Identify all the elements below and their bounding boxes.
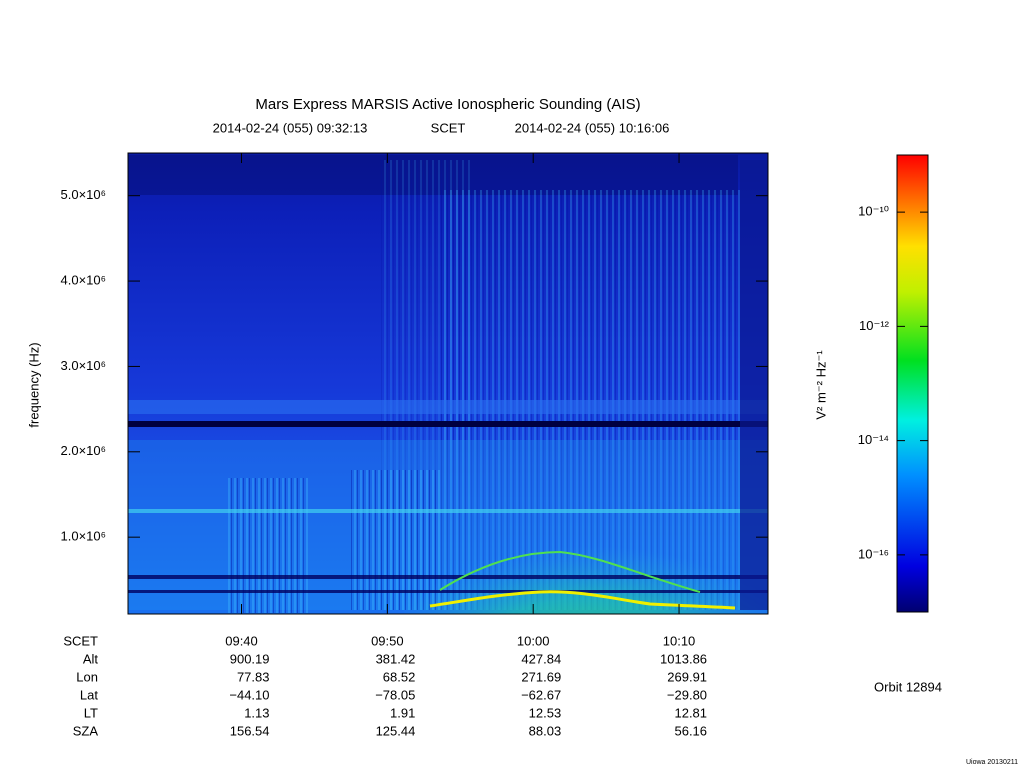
ephemeris-value: 77.83 <box>237 669 270 684</box>
ephemeris-value: 1.13 <box>244 705 269 720</box>
ephemeris-value: 1.91 <box>390 705 415 720</box>
colorbar-tick-label: 10⁻¹⁰ <box>858 204 889 219</box>
ephemeris-value: 88.03 <box>529 723 562 738</box>
plot-frame <box>127 152 769 615</box>
ephemeris-value: 12.53 <box>529 705 562 720</box>
ephemeris-value: −78.05 <box>375 687 415 702</box>
footer: Uiowa 20130211 <box>966 759 1018 766</box>
colorbar-label: V² m⁻² Hz⁻¹ <box>813 350 828 420</box>
y-tick-label: 1.0×10⁶ <box>61 529 106 544</box>
ephemeris-value: 427.84 <box>521 651 561 666</box>
x-tick-label: 10:10 <box>663 633 696 648</box>
ephemeris-value: −29.80 <box>667 687 707 702</box>
colorbar-tick-label: 10⁻¹⁶ <box>858 546 889 561</box>
ephemeris-value: −62.67 <box>521 687 561 702</box>
x-tick-label: 10:00 <box>517 633 550 648</box>
ephemeris-value: 125.44 <box>376 723 416 738</box>
end-time: 2014-02-24 (055) 10:16:06 <box>515 120 670 135</box>
ephemeris-label: SZA <box>73 723 99 738</box>
ephemeris-value: 12.81 <box>674 705 707 720</box>
chart-title: Mars Express MARSIS Active Ionospheric S… <box>255 96 640 113</box>
ephemeris-value: 56.16 <box>674 723 707 738</box>
colorbar <box>896 154 929 613</box>
ephemeris-value: 68.52 <box>383 669 416 684</box>
ephemeris-label: LT <box>84 705 98 720</box>
ephemeris-value: 900.19 <box>230 651 270 666</box>
ephemeris-value: 156.54 <box>230 723 270 738</box>
colorbar-tick-label: 10⁻¹² <box>859 318 890 333</box>
x-tick-label: 09:50 <box>371 633 404 648</box>
y-tick-label: 2.0×10⁶ <box>61 443 106 458</box>
ephemeris-label: Alt <box>83 651 99 666</box>
x-tick-label: 09:40 <box>225 633 258 648</box>
y-axis-label: frequency (Hz) <box>26 342 41 427</box>
colorbar-tick-label: 10⁻¹⁴ <box>858 432 889 447</box>
ephemeris-value: 381.42 <box>376 651 416 666</box>
ephemeris-value: 269.91 <box>667 669 707 684</box>
orbit: Orbit 12894 <box>874 679 942 694</box>
ephemeris-value: 271.69 <box>521 669 561 684</box>
ephemeris-label: Lon <box>76 669 98 684</box>
ephemeris-time-label: SCET <box>63 633 98 648</box>
y-tick-label: 4.0×10⁶ <box>61 272 106 287</box>
ephemeris-label: Lat <box>80 687 98 702</box>
spectrogram-image <box>128 153 768 614</box>
time-label: SCET <box>431 120 466 135</box>
y-tick-label: 5.0×10⁶ <box>61 187 106 202</box>
ephemeris-value: −44.10 <box>229 687 269 702</box>
start-time: 2014-02-24 (055) 09:32:13 <box>213 120 368 135</box>
y-tick-label: 3.0×10⁶ <box>61 358 106 373</box>
ephemeris-value: 1013.86 <box>660 651 707 666</box>
